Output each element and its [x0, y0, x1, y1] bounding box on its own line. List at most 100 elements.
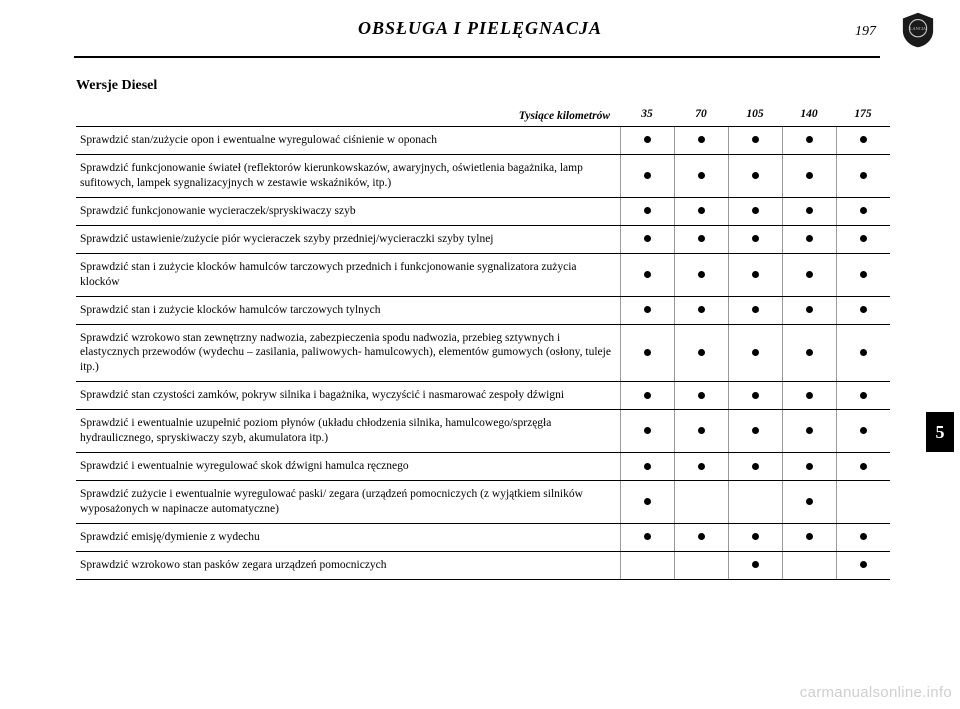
dot-icon [698, 306, 705, 313]
mark-cell [728, 324, 782, 382]
mark-cell [674, 296, 728, 324]
dot-icon [644, 172, 651, 179]
dot-icon [644, 463, 651, 470]
mark-cell [620, 410, 674, 453]
mark-cell [620, 225, 674, 253]
dot-icon [644, 427, 651, 434]
mark-cell [836, 551, 890, 579]
mark-cell [782, 127, 836, 155]
dot-icon [806, 271, 813, 278]
task-cell: Sprawdzić stan czystości zamków, pokryw … [76, 382, 620, 410]
task-cell: Sprawdzić funkcjonowanie świateł (reflek… [76, 154, 620, 197]
task-cell: Sprawdzić i ewentualnie uzupełnić poziom… [76, 410, 620, 453]
mark-cell [674, 410, 728, 453]
mark-cell [674, 324, 728, 382]
table-row: Sprawdzić stan czystości zamków, pokryw … [76, 382, 890, 410]
mark-cell [728, 551, 782, 579]
dot-icon [806, 207, 813, 214]
dot-icon [806, 463, 813, 470]
dot-icon [806, 349, 813, 356]
mark-cell [782, 253, 836, 296]
dot-icon [806, 136, 813, 143]
dot-icon [752, 306, 759, 313]
dot-icon [806, 533, 813, 540]
mark-cell [782, 453, 836, 481]
dot-icon [860, 172, 867, 179]
task-cell: Sprawdzić emisję/dymienie z wydechu [76, 523, 620, 551]
mark-cell [674, 382, 728, 410]
table-row: Sprawdzić stan/zużycie opon i ewentualne… [76, 127, 890, 155]
task-cell: Sprawdzić wzrokowo stan pasków zegara ur… [76, 551, 620, 579]
maintenance-table: Tysiące kilometrów 35 70 105 140 175 Spr… [76, 106, 890, 580]
page-number: 197 [855, 24, 876, 40]
mark-cell [782, 324, 836, 382]
mark-cell [836, 127, 890, 155]
mark-cell [782, 225, 836, 253]
dot-icon [752, 136, 759, 143]
page-title: OBSŁUGA I PIELĘGNACJA [80, 18, 880, 39]
dot-icon [698, 271, 705, 278]
table-row: Sprawdzić ustawienie/zużycie piór wycier… [76, 225, 890, 253]
mark-cell [620, 324, 674, 382]
dot-icon [698, 463, 705, 470]
mark-cell [728, 127, 782, 155]
dot-icon [698, 349, 705, 356]
mark-cell [728, 225, 782, 253]
table-row: Sprawdzić i ewentualnie wyregulować skok… [76, 453, 890, 481]
mark-cell [728, 253, 782, 296]
table-row: Sprawdzić stan i zużycie klocków hamulcó… [76, 253, 890, 296]
dot-icon [806, 172, 813, 179]
mark-cell [836, 197, 890, 225]
task-cell: Sprawdzić stan i zużycie klocków hamulcó… [76, 253, 620, 296]
mark-cell [728, 296, 782, 324]
dot-icon [752, 561, 759, 568]
mark-cell [836, 296, 890, 324]
task-cell: Sprawdzić ustawienie/zużycie piór wycier… [76, 225, 620, 253]
mark-cell [620, 551, 674, 579]
dot-icon [860, 271, 867, 278]
dot-icon [860, 427, 867, 434]
dot-icon [752, 172, 759, 179]
mark-cell [728, 154, 782, 197]
mark-cell [836, 225, 890, 253]
dot-icon [860, 392, 867, 399]
dot-icon [644, 498, 651, 505]
mark-cell [782, 523, 836, 551]
dot-icon [752, 271, 759, 278]
dot-icon [752, 533, 759, 540]
table-row: Sprawdzić stan i zużycie klocków hamulcó… [76, 296, 890, 324]
dot-icon [860, 463, 867, 470]
table-row: Sprawdzić funkcjonowanie świateł (reflek… [76, 154, 890, 197]
section-subtitle: Wersje Diesel [76, 78, 890, 94]
dot-icon [644, 207, 651, 214]
mark-cell [728, 197, 782, 225]
col-header: 35 [620, 106, 674, 127]
dot-icon [806, 498, 813, 505]
dot-icon [806, 392, 813, 399]
mark-cell [836, 154, 890, 197]
mark-cell [620, 127, 674, 155]
dot-icon [806, 306, 813, 313]
watermark: carmanualsonline.info [800, 684, 952, 701]
mark-cell [836, 453, 890, 481]
dot-icon [644, 136, 651, 143]
mark-cell [620, 523, 674, 551]
mark-cell [782, 296, 836, 324]
table-header-row: Tysiące kilometrów 35 70 105 140 175 [76, 106, 890, 127]
mark-cell [674, 481, 728, 524]
mark-cell [782, 410, 836, 453]
table-row: Sprawdzić wzrokowo stan zewnętrzny nadwo… [76, 324, 890, 382]
mark-cell [782, 154, 836, 197]
mark-cell [728, 523, 782, 551]
mark-cell [674, 523, 728, 551]
table-row: Sprawdzić funkcjonowanie wycieraczek/spr… [76, 197, 890, 225]
task-cell: Sprawdzić stan i zużycie klocków hamulcó… [76, 296, 620, 324]
dot-icon [644, 533, 651, 540]
dot-icon [644, 306, 651, 313]
table-row: Sprawdzić i ewentualnie uzupełnić poziom… [76, 410, 890, 453]
dot-icon [752, 235, 759, 242]
dot-icon [860, 136, 867, 143]
dot-icon [644, 349, 651, 356]
dot-icon [860, 533, 867, 540]
dot-icon [752, 427, 759, 434]
